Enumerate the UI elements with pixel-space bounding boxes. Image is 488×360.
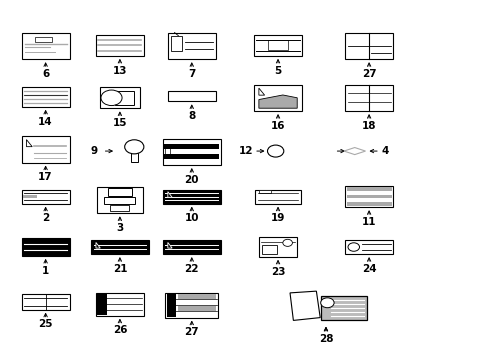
Polygon shape: [343, 148, 365, 154]
Bar: [178, 306, 216, 311]
Bar: [167, 91, 215, 101]
Bar: [346, 198, 391, 202]
Bar: [110, 205, 129, 211]
Polygon shape: [96, 242, 100, 248]
Bar: [346, 191, 391, 195]
Text: 27: 27: [361, 69, 376, 79]
Bar: [165, 147, 170, 157]
Bar: [91, 240, 148, 254]
Bar: [262, 245, 276, 253]
Text: 3: 3: [116, 223, 123, 233]
Bar: [321, 296, 366, 320]
Bar: [21, 33, 69, 59]
Text: 21: 21: [112, 264, 127, 274]
Bar: [165, 293, 218, 318]
Bar: [97, 187, 142, 213]
Bar: [21, 238, 69, 256]
Bar: [346, 187, 391, 191]
Bar: [166, 294, 176, 316]
Text: 8: 8: [188, 111, 195, 121]
Bar: [131, 153, 137, 162]
Bar: [23, 195, 38, 198]
Circle shape: [124, 140, 143, 154]
Text: 22: 22: [184, 264, 199, 274]
Bar: [104, 197, 135, 204]
Text: 2: 2: [42, 213, 49, 224]
Bar: [268, 40, 287, 50]
Bar: [254, 85, 302, 111]
Bar: [258, 237, 297, 257]
Bar: [163, 240, 220, 254]
Bar: [164, 144, 219, 149]
Bar: [346, 195, 391, 198]
Text: 16: 16: [270, 121, 285, 131]
Bar: [21, 136, 69, 162]
Text: 26: 26: [112, 325, 127, 336]
Bar: [115, 91, 134, 104]
Polygon shape: [289, 291, 320, 320]
Text: 13: 13: [112, 66, 127, 76]
Polygon shape: [258, 88, 264, 95]
Bar: [96, 293, 143, 316]
Text: 9: 9: [91, 146, 98, 156]
Circle shape: [347, 243, 359, 251]
Text: 15: 15: [112, 118, 127, 128]
Text: 20: 20: [184, 175, 199, 185]
Text: 18: 18: [361, 121, 376, 131]
Bar: [171, 36, 182, 50]
Bar: [97, 294, 107, 315]
Bar: [254, 35, 302, 56]
Bar: [21, 189, 69, 204]
Bar: [345, 240, 392, 254]
Bar: [35, 37, 52, 42]
Text: 4: 4: [381, 146, 388, 156]
Text: 5: 5: [274, 66, 281, 76]
Bar: [167, 33, 215, 59]
Bar: [345, 186, 392, 207]
Text: 14: 14: [38, 117, 53, 127]
Text: 7: 7: [188, 69, 195, 79]
Text: 1: 1: [42, 266, 49, 276]
Bar: [25, 240, 40, 254]
Circle shape: [282, 239, 292, 246]
Circle shape: [267, 145, 283, 157]
Bar: [21, 87, 69, 107]
Polygon shape: [258, 95, 297, 108]
Bar: [346, 202, 391, 206]
Text: 23: 23: [270, 266, 285, 276]
Bar: [178, 294, 216, 299]
Polygon shape: [167, 192, 172, 197]
Text: 6: 6: [42, 69, 49, 79]
Bar: [108, 189, 132, 196]
Bar: [100, 87, 140, 108]
Text: 19: 19: [270, 213, 285, 224]
Text: 10: 10: [184, 213, 199, 224]
Circle shape: [101, 90, 122, 105]
Text: 12: 12: [238, 146, 253, 156]
Bar: [21, 294, 69, 310]
Bar: [96, 35, 143, 56]
Text: 24: 24: [361, 264, 376, 274]
Bar: [345, 85, 392, 111]
Bar: [255, 189, 300, 204]
Text: 25: 25: [38, 319, 53, 329]
Text: 17: 17: [38, 172, 53, 183]
Text: 11: 11: [361, 217, 376, 227]
Bar: [258, 190, 270, 193]
Bar: [163, 139, 220, 165]
Bar: [163, 189, 220, 204]
Bar: [164, 154, 219, 159]
Polygon shape: [167, 242, 172, 248]
Circle shape: [320, 298, 333, 308]
Text: 28: 28: [318, 334, 332, 343]
Bar: [345, 33, 392, 59]
Polygon shape: [26, 140, 32, 147]
Text: 27: 27: [184, 327, 199, 337]
